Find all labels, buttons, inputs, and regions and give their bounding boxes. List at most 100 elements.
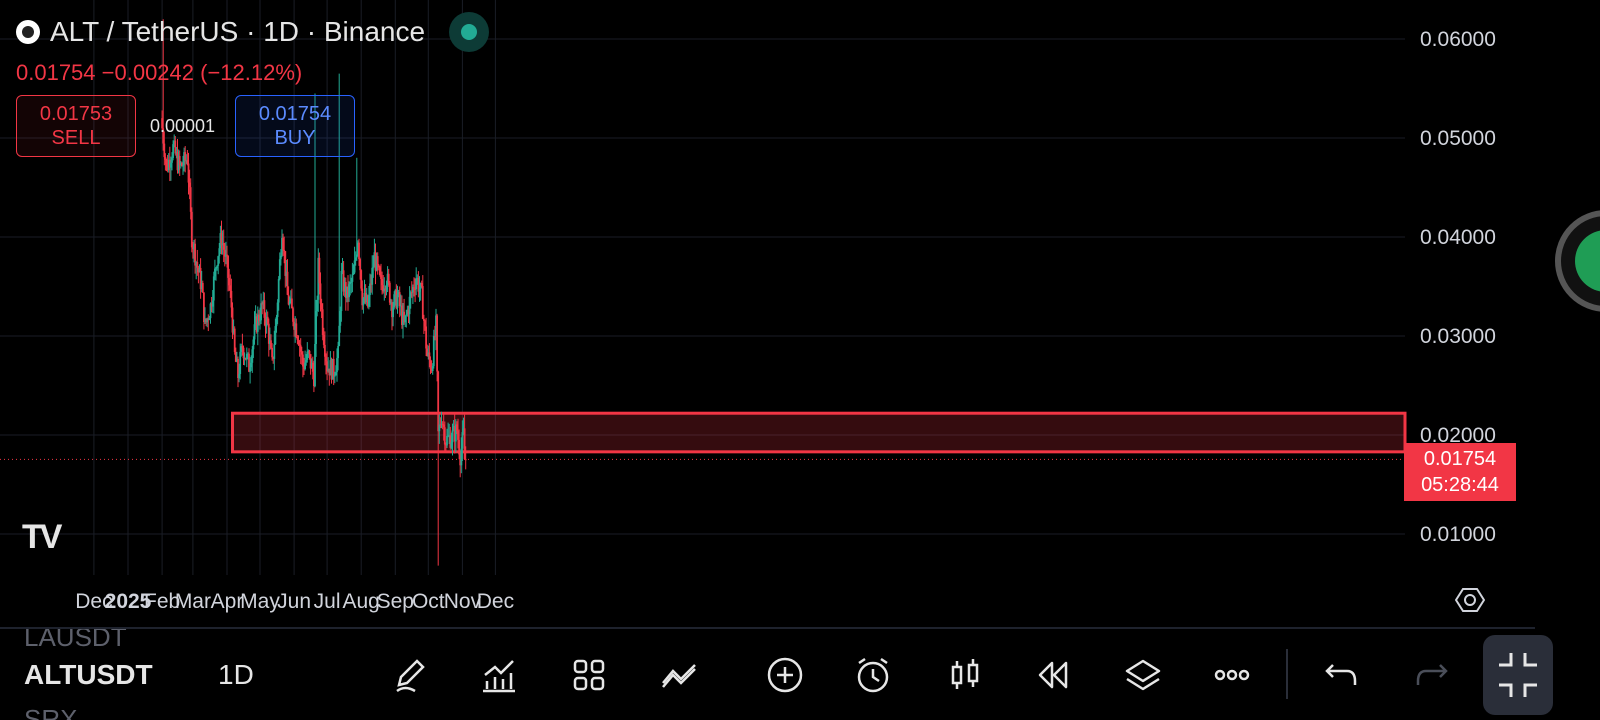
- candle-body: [237, 358, 239, 379]
- settings-icon[interactable]: [1455, 585, 1485, 615]
- symbol-logo-icon: [16, 20, 40, 44]
- candle-body: [172, 144, 174, 158]
- price-axis[interactable]: 0.06000 0.05000 0.04000 0.03000 0.02000 0.010…: [1420, 28, 1496, 546]
- candle-body: [405, 314, 408, 316]
- draw-icon[interactable]: [389, 653, 433, 697]
- candle-body: [447, 435, 449, 437]
- candle-body: [457, 430, 459, 440]
- symbol-selector[interactable]: ALTUSDT: [24, 659, 153, 690]
- candle-body: [368, 295, 370, 307]
- candle-body: [387, 273, 390, 283]
- candle-body: [461, 432, 464, 449]
- candle-body: [381, 278, 383, 286]
- replay-icon[interactable]: [1030, 653, 1074, 697]
- redo-icon[interactable]: [1410, 653, 1454, 697]
- candle-body: [226, 254, 228, 257]
- candle-body: [173, 140, 176, 145]
- candle-body: [337, 346, 339, 359]
- candle-body: [296, 337, 299, 340]
- candle-body: [327, 368, 330, 372]
- candle-body: [431, 366, 434, 371]
- grid-icon[interactable]: [567, 653, 611, 697]
- candle-body: [280, 255, 282, 260]
- candle-body: [300, 351, 303, 355]
- candle-body: [207, 318, 210, 321]
- candle-body: [238, 373, 240, 379]
- more-icon[interactable]: [1210, 653, 1254, 697]
- candle-body: [336, 358, 338, 373]
- candle-body: [401, 305, 403, 325]
- candle-body: [218, 248, 221, 257]
- add-icon[interactable]: [763, 653, 807, 697]
- candle-body: [185, 160, 188, 162]
- candle-body: [286, 271, 289, 295]
- candle-body: [198, 267, 201, 273]
- candle-body: [241, 346, 244, 348]
- candle-body: [288, 301, 291, 305]
- candle-body: [249, 367, 251, 372]
- price-chart[interactable]: 0.06000 0.05000 0.04000 0.03000 0.02000 0.010…: [0, 0, 1600, 627]
- candle-body: [380, 275, 382, 279]
- candle-body: [398, 292, 401, 307]
- fullscreen-button[interactable]: [1483, 635, 1553, 715]
- support-zone[interactable]: [231, 411, 1407, 454]
- symbol-prev[interactable]: LAUSDT: [24, 629, 127, 649]
- candle-body: [328, 368, 331, 376]
- candle-body: [285, 271, 288, 276]
- candle-body: [403, 311, 405, 323]
- candle-body: [231, 307, 234, 333]
- candle-body: [264, 317, 267, 327]
- candle-body: [404, 315, 407, 323]
- candle-body: [313, 371, 315, 387]
- candle-body: [445, 444, 447, 446]
- candles-icon[interactable]: [943, 653, 987, 697]
- candle-body: [424, 320, 426, 327]
- symbol-next[interactable]: SRX: [24, 707, 77, 720]
- candle-body: [263, 300, 266, 318]
- candle-body: [453, 425, 456, 442]
- candle-body: [196, 262, 199, 268]
- candle-body: [399, 305, 402, 307]
- candle-body: [384, 288, 387, 290]
- interval-selector[interactable]: 1D: [218, 659, 254, 690]
- candle-body: [271, 347, 273, 358]
- candle-body: [276, 302, 279, 318]
- candle-body: [375, 256, 378, 271]
- candle-body: [255, 316, 258, 332]
- compare-icon[interactable]: [657, 653, 701, 697]
- candle-body: [369, 283, 371, 296]
- candle-body: [333, 375, 336, 377]
- chart-title[interactable]: ALT / TetherUS · 1D · Binance: [50, 16, 426, 47]
- undo-icon[interactable]: [1319, 653, 1363, 697]
- candle-body: [250, 362, 253, 368]
- candle-body: [208, 318, 211, 321]
- indicators-icon[interactable]: [477, 653, 521, 697]
- buy-button[interactable]: 0.01754 BUY: [235, 95, 355, 157]
- alert-icon[interactable]: [851, 653, 895, 697]
- candle-body: [331, 358, 334, 380]
- candle-body: [223, 249, 226, 257]
- candle-body: [418, 289, 421, 292]
- candle-body: [443, 427, 446, 445]
- candle-body: [179, 162, 182, 166]
- candle-body: [320, 303, 323, 310]
- layers-icon[interactable]: [1121, 653, 1165, 697]
- candle-body: [464, 459, 467, 461]
- candle-body: [293, 321, 295, 330]
- sell-label: SELL: [51, 127, 101, 149]
- toolbar-divider: [0, 627, 1535, 629]
- candle-body: [395, 290, 398, 308]
- candle-body: [426, 348, 429, 357]
- candle-body: [167, 159, 170, 171]
- candle-body: [222, 242, 225, 250]
- candle-body: [373, 252, 376, 268]
- candle-body: [209, 303, 212, 319]
- candle-body: [234, 351, 237, 362]
- candle-body: [269, 340, 271, 344]
- market-status-icon[interactable]: [449, 12, 490, 52]
- sell-button[interactable]: 0.01753 SELL: [16, 95, 136, 157]
- candle-body: [206, 318, 209, 323]
- candle-body: [314, 344, 316, 387]
- candle-body: [194, 243, 196, 266]
